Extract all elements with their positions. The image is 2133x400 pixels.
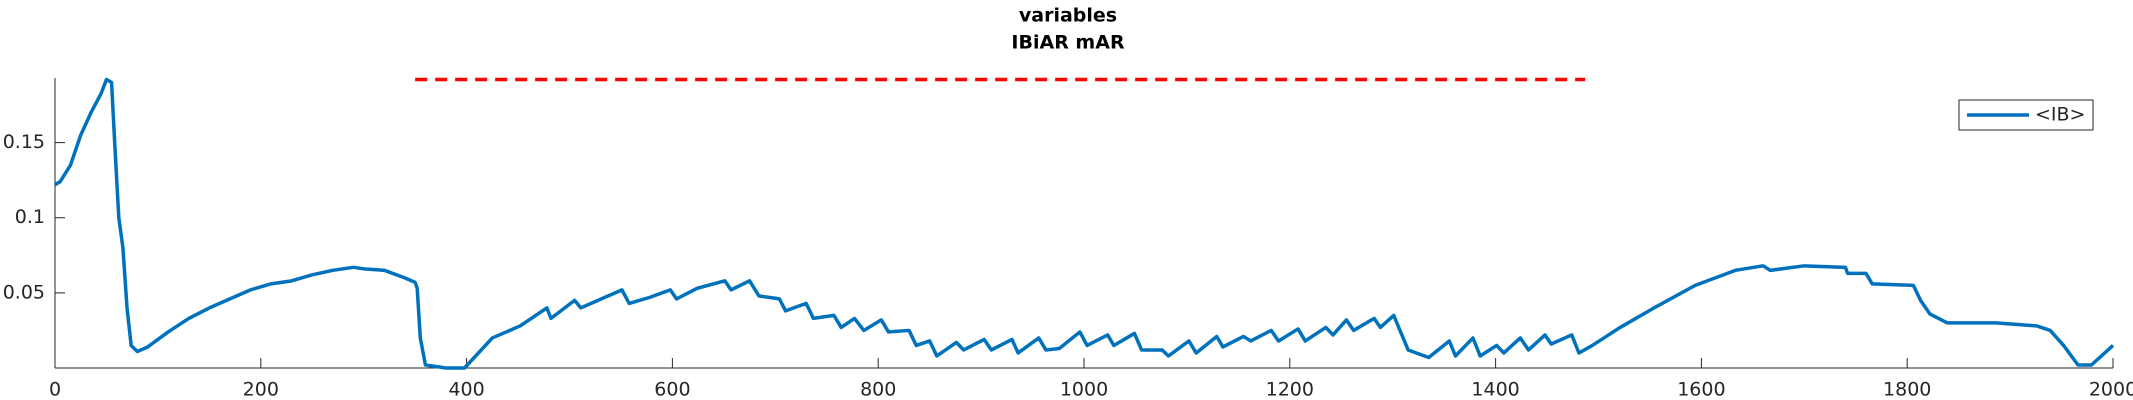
chart-title: variables <box>1019 5 1117 27</box>
data-line <box>54 77 2115 370</box>
x-tick-label: 200 <box>243 379 279 400</box>
x-tick-label: 1800 <box>1883 379 1931 400</box>
x-tick-label: 600 <box>654 379 690 400</box>
x-tick-label: 1600 <box>1677 379 1725 400</box>
y-tick-label: 0.15 <box>3 131 45 153</box>
x-tick-label: 1000 <box>1060 379 1108 400</box>
chart-subtitle: IBiAR mAR <box>1011 32 1125 54</box>
x-tick-label: 800 <box>860 379 896 400</box>
x-tick-label: 2000 <box>2089 379 2133 400</box>
y-tick-label: 0.1 <box>15 206 45 228</box>
x-tick-label: 1400 <box>1471 379 1519 400</box>
y-tick-label: 0.05 <box>3 281 45 303</box>
legend-label: <IB> <box>2035 104 2085 126</box>
x-tick-label: 400 <box>448 379 484 400</box>
x-tick-label: 0 <box>49 379 61 400</box>
x-tick-label: 1200 <box>1266 379 1314 400</box>
